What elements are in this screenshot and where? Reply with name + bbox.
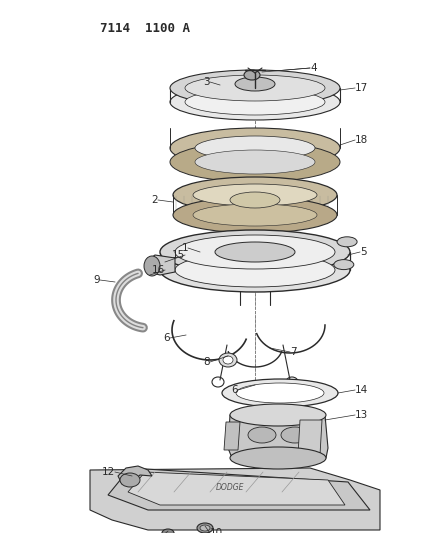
Ellipse shape <box>195 150 315 174</box>
Polygon shape <box>148 255 175 275</box>
Ellipse shape <box>235 77 275 91</box>
Ellipse shape <box>223 356 233 364</box>
Text: 17: 17 <box>355 83 368 93</box>
Text: 13: 13 <box>355 410 368 420</box>
Ellipse shape <box>120 473 140 487</box>
Ellipse shape <box>244 70 260 80</box>
Text: 4: 4 <box>310 63 317 73</box>
Text: 16: 16 <box>152 265 165 275</box>
Text: 1: 1 <box>181 243 188 253</box>
Polygon shape <box>118 466 152 484</box>
Text: 7: 7 <box>290 347 296 357</box>
Text: 15: 15 <box>172 250 185 260</box>
Text: 3: 3 <box>203 77 210 87</box>
Ellipse shape <box>144 256 160 276</box>
Ellipse shape <box>170 142 340 182</box>
Ellipse shape <box>334 260 354 270</box>
Ellipse shape <box>230 447 326 469</box>
Polygon shape <box>228 415 328 458</box>
Text: 5: 5 <box>360 247 367 257</box>
Ellipse shape <box>170 128 340 168</box>
Text: 2: 2 <box>151 195 158 205</box>
Ellipse shape <box>173 197 337 233</box>
Ellipse shape <box>230 192 280 208</box>
Ellipse shape <box>197 523 213 533</box>
Polygon shape <box>298 420 322 455</box>
Ellipse shape <box>160 230 350 274</box>
Ellipse shape <box>195 136 315 160</box>
Ellipse shape <box>173 177 337 213</box>
Ellipse shape <box>185 89 325 115</box>
Ellipse shape <box>193 204 317 226</box>
Text: 6: 6 <box>231 385 238 395</box>
Ellipse shape <box>230 404 326 426</box>
Ellipse shape <box>193 184 317 206</box>
Text: 9: 9 <box>94 275 100 285</box>
Text: DODGE: DODGE <box>216 483 244 492</box>
Ellipse shape <box>219 353 237 367</box>
Ellipse shape <box>170 84 340 120</box>
Text: 12: 12 <box>102 467 115 477</box>
Ellipse shape <box>248 427 276 443</box>
Polygon shape <box>108 468 370 510</box>
Ellipse shape <box>160 248 350 292</box>
Polygon shape <box>90 468 380 530</box>
Ellipse shape <box>175 235 335 269</box>
Text: 8: 8 <box>203 357 210 367</box>
Ellipse shape <box>200 525 210 531</box>
Ellipse shape <box>170 70 340 106</box>
Text: 10: 10 <box>210 528 223 533</box>
Ellipse shape <box>162 529 174 533</box>
Ellipse shape <box>236 383 324 403</box>
Ellipse shape <box>215 242 295 262</box>
Ellipse shape <box>153 257 173 267</box>
Polygon shape <box>224 422 240 450</box>
Ellipse shape <box>337 237 357 247</box>
Text: 14: 14 <box>355 385 368 395</box>
Ellipse shape <box>222 379 338 407</box>
Text: 18: 18 <box>355 135 368 145</box>
Text: 7114  1100 A: 7114 1100 A <box>100 21 190 35</box>
Ellipse shape <box>185 75 325 101</box>
Ellipse shape <box>175 253 335 287</box>
Text: 6: 6 <box>163 333 170 343</box>
Polygon shape <box>128 472 345 505</box>
Ellipse shape <box>281 427 309 443</box>
